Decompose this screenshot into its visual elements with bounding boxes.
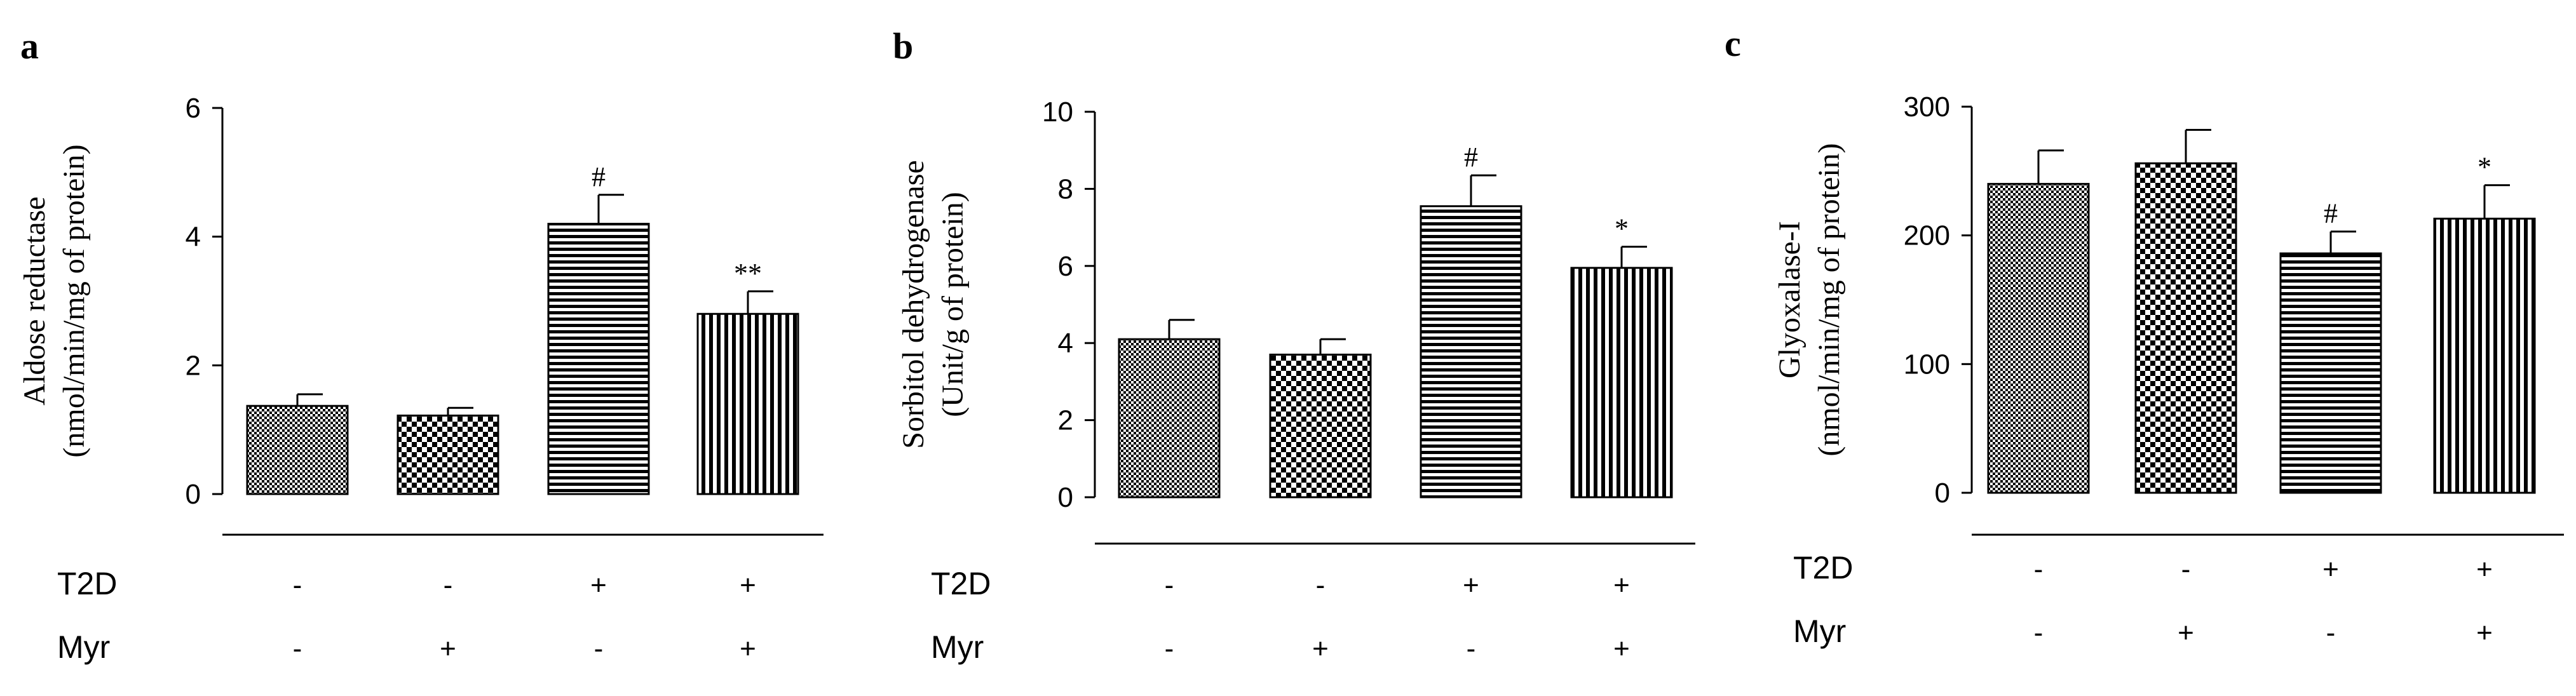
condition-mark: + bbox=[440, 633, 456, 664]
condition-mark: - bbox=[1165, 570, 1174, 601]
condition-mark: + bbox=[740, 570, 756, 601]
y-tick-label: 10 bbox=[1042, 97, 1073, 128]
condition-label-t2d: T2D bbox=[931, 566, 991, 601]
condition-mark: - bbox=[293, 633, 302, 664]
panel-a: a 0 2 4 6 Aldose reductase (nmol/min/mg of pro… bbox=[18, 25, 824, 665]
y-axis-label-line: Sorbitol dehydrogenase bbox=[897, 160, 930, 449]
condition-mark: - bbox=[2034, 554, 2044, 585]
significance-marker: # bbox=[1464, 142, 1478, 173]
y-tick-label: 4 bbox=[1058, 328, 1073, 359]
condition-mark: + bbox=[2178, 617, 2194, 648]
condition-mark: - bbox=[1467, 633, 1476, 664]
condition-mark: - bbox=[2326, 617, 2336, 648]
significance-marker: * bbox=[1615, 213, 1629, 244]
bar-t2d-myr bbox=[696, 312, 799, 495]
condition-mark: - bbox=[1165, 633, 1174, 664]
y-tick-label: 6 bbox=[1058, 251, 1073, 282]
panel-b: b 0 2 4 6 8 10 Sorbitol dehydrogenase (Unit/g of… bbox=[893, 25, 1695, 665]
bar-t2d-myr bbox=[2433, 217, 2536, 494]
condition-mark: + bbox=[1312, 633, 1329, 664]
y-tick-label: 300 bbox=[1904, 91, 1950, 123]
condition-mark: + bbox=[2322, 554, 2339, 585]
y-axis-label-line: (Unit/g of protein) bbox=[936, 192, 970, 417]
y-tick-label: 100 bbox=[1904, 349, 1950, 380]
condition-mark: + bbox=[590, 570, 607, 601]
bar-myr bbox=[2134, 162, 2237, 494]
condition-mark: - bbox=[2181, 554, 2191, 585]
panel-c: c 0 100 200 300 Glyoxalase-I (nmol/min/mg of p… bbox=[1725, 23, 2564, 649]
condition-mark: + bbox=[1613, 570, 1630, 601]
condition-label-myr: Myr bbox=[57, 629, 110, 665]
y-axis-label-line: Glyoxalase-I bbox=[1773, 221, 1807, 378]
condition-mark: - bbox=[2034, 617, 2044, 648]
condition-label-t2d: T2D bbox=[57, 566, 117, 601]
bar-myr bbox=[1269, 353, 1372, 499]
significance-marker: * bbox=[2478, 152, 2491, 183]
bar-myr bbox=[397, 414, 499, 495]
bar-t2d-myr bbox=[1570, 267, 1673, 499]
panel-letter: a bbox=[20, 25, 39, 67]
y-tick-label: 200 bbox=[1904, 220, 1950, 251]
bar-control bbox=[1118, 338, 1221, 499]
y-tick-label: 0 bbox=[186, 479, 201, 510]
panel-letter: c bbox=[1725, 23, 1741, 64]
condition-mark: + bbox=[1613, 633, 1630, 664]
y-axis-label-line: (nmol/min/mg of protein) bbox=[1812, 143, 1846, 456]
condition-label-t2d: T2D bbox=[1793, 550, 1853, 586]
condition-mark: - bbox=[594, 633, 604, 664]
condition-mark: - bbox=[1316, 570, 1325, 601]
condition-mark: + bbox=[2476, 617, 2493, 648]
significance-marker: # bbox=[2324, 198, 2338, 229]
significance-marker: ** bbox=[734, 258, 762, 289]
y-axis-label-line: Aldose reductase bbox=[18, 196, 51, 405]
bar-t2d bbox=[2279, 252, 2382, 494]
y-axis-label-line: (nmol/min/mg of protein) bbox=[57, 144, 91, 457]
y-tick-label: 0 bbox=[1058, 482, 1073, 513]
bar-control bbox=[1987, 183, 2090, 494]
bar-control bbox=[246, 405, 349, 495]
y-tick-label: 6 bbox=[186, 93, 201, 124]
condition-label-myr: Myr bbox=[931, 629, 984, 665]
condition-mark: + bbox=[2476, 554, 2493, 585]
condition-label-myr: Myr bbox=[1793, 613, 1846, 649]
condition-mark: + bbox=[1463, 570, 1479, 601]
y-tick-label: 2 bbox=[186, 350, 201, 381]
y-tick-label: 0 bbox=[1935, 478, 1950, 509]
y-tick-label: 2 bbox=[1058, 405, 1073, 436]
condition-mark: + bbox=[740, 633, 756, 664]
condition-mark: - bbox=[444, 570, 453, 601]
bar-t2d bbox=[547, 222, 650, 495]
bar-t2d bbox=[1420, 205, 1522, 499]
condition-mark: - bbox=[293, 570, 302, 601]
significance-marker: # bbox=[592, 161, 606, 192]
panel-letter: b bbox=[893, 25, 913, 67]
y-tick-label: 4 bbox=[186, 222, 201, 253]
y-tick-label: 8 bbox=[1058, 173, 1073, 204]
